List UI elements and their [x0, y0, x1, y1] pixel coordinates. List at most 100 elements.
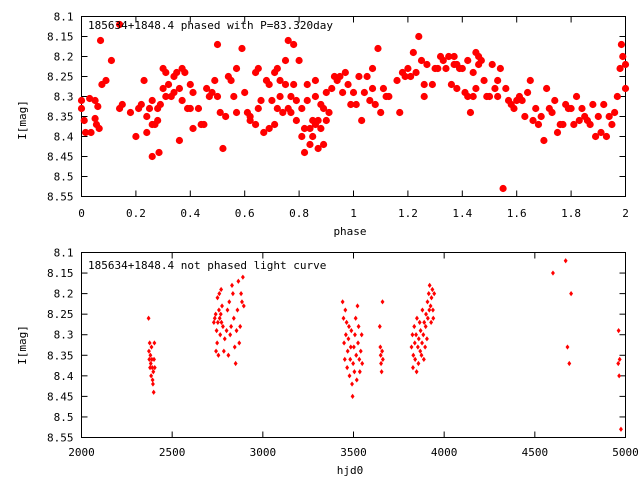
data-point — [349, 88, 358, 97]
data-point — [287, 108, 295, 117]
x-tick-label: 0.2 — [126, 207, 146, 220]
data-point — [148, 352, 153, 358]
data-point — [363, 72, 371, 81]
x-axis-label: hjd0 — [337, 464, 364, 477]
data-point — [156, 100, 164, 109]
data-point — [488, 60, 496, 69]
data-point — [260, 128, 268, 137]
data-point — [563, 258, 568, 264]
data-point — [480, 76, 488, 85]
data-point — [203, 84, 211, 93]
unphased-light-curve-plot: 2000 2500 3000 3500 4000 4500 5000 8.18.158.28… — [16, 247, 639, 478]
data-point — [605, 112, 613, 121]
data-point — [151, 389, 156, 395]
data-point — [421, 356, 426, 362]
data-point — [613, 92, 621, 101]
data-point — [151, 369, 156, 375]
data-point — [86, 94, 94, 103]
data-point — [430, 307, 435, 313]
data-point — [414, 369, 419, 375]
data-point — [347, 323, 351, 330]
data-point — [152, 356, 156, 362]
data-point — [303, 80, 311, 89]
data-point — [220, 303, 224, 309]
data-point — [328, 84, 336, 93]
data-point — [366, 96, 374, 105]
data-point — [226, 352, 231, 358]
data-point — [379, 84, 388, 93]
data-point — [341, 315, 346, 321]
data-point — [95, 124, 103, 133]
data-point — [360, 88, 368, 97]
data-point — [419, 352, 424, 358]
data-point — [257, 96, 265, 105]
data-point — [212, 315, 217, 321]
data-points — [146, 258, 623, 432]
y-tick-label: 8.35 — [47, 349, 74, 362]
data-point — [617, 373, 622, 379]
data-point — [502, 84, 510, 93]
y-tick-labels: 8.1 8.15 8.2 8.25 8.3 8.35 8.4 8.45 8.5 8.55 — [47, 11, 74, 204]
data-point — [215, 319, 220, 325]
data-point — [411, 365, 415, 371]
data-point — [290, 40, 298, 49]
x-tick-labels: 0 0.2 0.4 0.6 0.8 1 1.2 1.4 1.6 1.8 2 — [78, 207, 629, 220]
data-point — [342, 340, 347, 346]
data-point — [94, 102, 102, 111]
data-point — [417, 319, 422, 325]
data-point — [232, 344, 237, 350]
data-point — [412, 340, 417, 346]
data-point — [224, 328, 229, 334]
phased-light-curve-plot: 0 0.2 0.4 0.6 0.8 1 1.2 1.4 1.6 1.8 2 8.18.158.28.… — [16, 11, 630, 238]
data-point — [215, 295, 220, 301]
data-point — [173, 68, 181, 77]
data-point — [77, 104, 86, 113]
data-points — [77, 20, 630, 193]
data-point — [319, 104, 328, 113]
data-point — [214, 328, 219, 334]
data-point — [353, 315, 358, 321]
data-point — [145, 104, 154, 113]
data-point — [379, 360, 384, 367]
data-point — [340, 299, 345, 305]
data-point — [575, 116, 583, 125]
y-tick-label: 8.15 — [47, 31, 74, 44]
data-point — [319, 140, 328, 149]
data-point — [194, 104, 203, 113]
data-point — [200, 120, 208, 129]
data-point — [396, 108, 404, 117]
data-point — [222, 112, 230, 121]
data-point — [469, 68, 477, 77]
data-point — [472, 84, 480, 93]
data-point — [322, 88, 330, 97]
y-tick-labels: 8.1 8.15 8.2 8.25 8.3 8.35 8.4 8.45 8.5 8.55 — [47, 247, 74, 445]
data-point — [491, 84, 499, 93]
data-point — [410, 332, 415, 338]
data-point — [228, 332, 233, 338]
data-point — [380, 299, 385, 305]
data-point — [227, 299, 232, 305]
data-point — [540, 136, 548, 145]
data-point — [553, 128, 562, 137]
data-point — [559, 120, 567, 129]
data-point — [591, 132, 600, 141]
y-tick-label: 8.25 — [47, 308, 74, 321]
data-point — [237, 340, 242, 346]
data-point — [578, 104, 586, 113]
data-point — [357, 356, 362, 362]
data-point — [238, 323, 243, 330]
data-point — [348, 344, 353, 350]
data-point — [466, 108, 475, 117]
data-point — [358, 116, 366, 125]
data-point — [420, 80, 428, 89]
data-point — [150, 377, 155, 383]
data-point — [616, 328, 621, 334]
data-point — [80, 116, 88, 125]
data-point — [189, 88, 197, 97]
data-point — [232, 64, 241, 73]
x-tick-label: 3500 — [340, 446, 367, 459]
data-point — [418, 328, 423, 334]
data-point — [543, 84, 551, 93]
data-point — [464, 56, 472, 65]
